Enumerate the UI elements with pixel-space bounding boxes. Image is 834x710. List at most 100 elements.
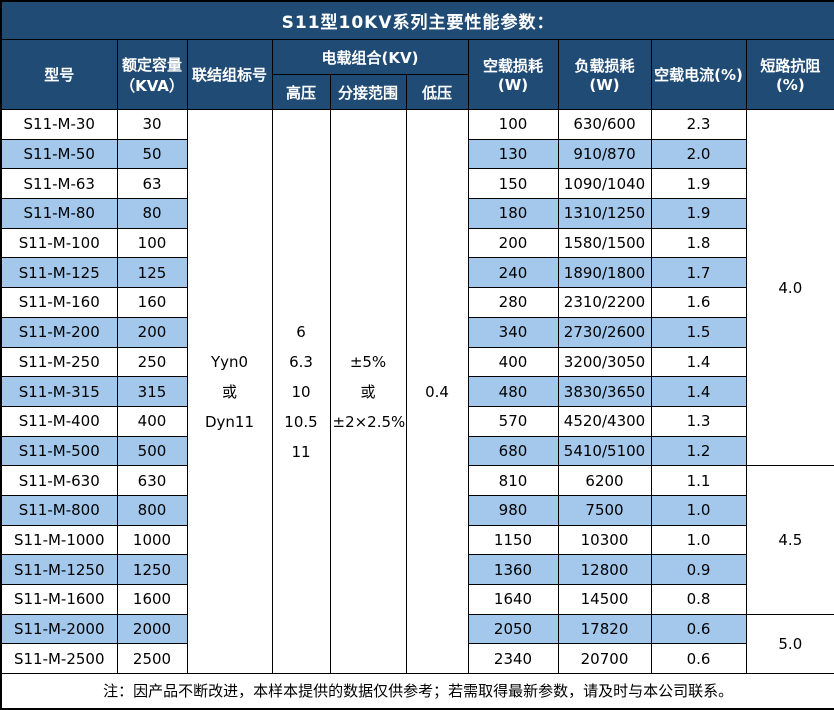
load-loss-cell: 1890/1800 — [557, 257, 652, 289]
model-cell: S11-M-200 — [0, 316, 118, 348]
model-cell: S11-M-1250 — [0, 554, 118, 585]
no-load-current-cell: 1.1 — [650, 465, 747, 496]
model-cell: S11-M-800 — [0, 494, 118, 526]
col-header-connection: 联结组标号 — [186, 39, 273, 110]
model-cell: S11-M-250 — [0, 346, 118, 378]
model-cell: S11-M-160 — [0, 287, 118, 318]
load-loss-cell: 6200 — [557, 465, 652, 496]
load-loss-cell: 7500 — [557, 494, 652, 526]
no-load-loss-cell: 130 — [467, 138, 559, 170]
model-cell: S11-M-2000 — [0, 613, 118, 645]
no-load-loss-cell: 1150 — [467, 524, 559, 556]
no-load-current-cell: 1.7 — [650, 257, 747, 289]
load-loss-cell: 1580/1500 — [557, 227, 652, 259]
capacity-cell: 315 — [116, 376, 188, 407]
no-load-loss-cell: 1360 — [467, 554, 559, 585]
model-cell: S11-M-125 — [0, 257, 118, 289]
no-load-loss-cell: 1640 — [467, 584, 559, 615]
no-load-current-cell: 0.8 — [650, 584, 747, 615]
col-header-high-voltage: 高压 — [271, 74, 331, 110]
capacity-cell: 1250 — [116, 554, 188, 585]
model-cell: S11-M-630 — [0, 465, 118, 496]
no-load-current-cell: 1.8 — [650, 227, 747, 259]
col-header-model: 型号 — [0, 39, 118, 110]
col-header-load-loss: 负载损耗(W) — [557, 39, 652, 110]
no-load-current-cell: 0.6 — [650, 613, 747, 645]
load-loss-cell: 10300 — [557, 524, 652, 556]
col-header-impedance: 短路抗阻(%) — [745, 39, 834, 110]
capacity-cell: 200 — [116, 316, 188, 348]
table-row: S11-M-500 500 680 5410/5100 1.2 — [0, 435, 834, 467]
no-load-loss-cell: 810 — [467, 465, 559, 496]
capacity-cell: 100 — [116, 227, 188, 259]
tap-range-cell: ±5% 或 ±2×2.5% — [329, 108, 407, 675]
capacity-cell: 2500 — [116, 643, 188, 675]
table-title: S11型10KV系列主要性能参数： — [0, 0, 834, 40]
no-load-current-cell: 0.9 — [650, 554, 747, 585]
table-row: S11-M-400 400 570 4520/4300 1.3 — [0, 405, 834, 437]
load-loss-cell: 910/870 — [557, 138, 652, 170]
no-load-current-cell: 0.6 — [650, 643, 747, 675]
no-load-current-cell: 1.2 — [650, 435, 747, 467]
col-header-no-load-loss: 空载损耗(W) — [467, 39, 559, 110]
impedance-cell: 4.0 — [745, 108, 834, 467]
no-load-loss-cell: 280 — [467, 287, 559, 318]
col-header-voltage-group: 电载组合(KV) — [271, 39, 469, 75]
no-load-current-cell: 1.3 — [650, 405, 747, 437]
table-row: S11-M-1600 1600 1640 14500 0.8 — [0, 584, 834, 615]
no-load-loss-cell: 180 — [467, 198, 559, 229]
capacity-cell: 160 — [116, 287, 188, 318]
capacity-cell: 1000 — [116, 524, 188, 556]
connection-cell: Yyn0 或 Dyn11 — [186, 108, 273, 675]
model-cell: S11-M-1600 — [0, 584, 118, 615]
table-row: S11-M-315 315 480 3830/3650 1.4 — [0, 376, 834, 407]
table-row: S11-M-800 800 980 7500 1.0 — [0, 494, 834, 526]
load-loss-cell: 2310/2200 — [557, 287, 652, 318]
model-cell: S11-M-100 — [0, 227, 118, 259]
no-load-current-cell: 2.3 — [650, 109, 747, 140]
no-load-loss-cell: 150 — [467, 168, 559, 200]
capacity-cell: 2000 — [116, 613, 188, 645]
table-row: S11-M-80 80 180 1310/1250 1.9 — [0, 198, 834, 229]
table-body: S11-M-30 30 Yyn0 或 Dyn11 6 6.3 10 10.5 11 ±5… — [0, 108, 834, 675]
no-load-loss-cell: 200 — [467, 227, 559, 259]
capacity-cell: 250 — [116, 346, 188, 378]
col-header-capacity: 额定容量 （KVA） — [116, 39, 188, 110]
low-voltage-cell: 0.4 — [405, 108, 469, 675]
no-load-loss-cell: 2050 — [467, 613, 559, 645]
high-voltage-cell: 6 6.3 10 10.5 11 — [271, 108, 331, 675]
load-loss-cell: 17820 — [557, 613, 652, 645]
load-loss-cell: 12800 — [557, 554, 652, 585]
capacity-cell: 800 — [116, 494, 188, 526]
no-load-current-cell: 2.0 — [650, 138, 747, 170]
table-row: S11-M-200 200 340 2730/2600 1.5 — [0, 316, 834, 348]
table-row: S11-M-160 160 280 2310/2200 1.6 — [0, 287, 834, 318]
no-load-loss-cell: 980 — [467, 494, 559, 526]
model-cell: S11-M-30 — [0, 109, 118, 140]
no-load-loss-cell: 570 — [467, 405, 559, 437]
load-loss-cell: 630/600 — [557, 109, 652, 140]
load-loss-cell: 3200/3050 — [557, 346, 652, 378]
col-header-tap-range: 分接范围 — [329, 74, 407, 110]
footnote: 注：因产品不断改进，本样本提供的数据仅供参考；若需取得最新参数，请及时与本公司联… — [0, 673, 834, 710]
impedance-cell: 5.0 — [745, 613, 834, 675]
no-load-loss-cell: 100 — [467, 109, 559, 140]
table-row: S11-M-125 125 240 1890/1800 1.7 — [0, 257, 834, 289]
table-row: S11-M-50 50 130 910/870 2.0 — [0, 138, 834, 170]
capacity-cell: 30 — [116, 109, 188, 140]
title-row: S11型10KV系列主要性能参数： — [0, 0, 834, 40]
load-loss-cell: 4520/4300 — [557, 405, 652, 437]
no-load-current-cell: 1.0 — [650, 494, 747, 526]
load-loss-cell: 1090/1040 — [557, 168, 652, 200]
model-cell: S11-M-315 — [0, 376, 118, 407]
no-load-loss-cell: 400 — [467, 346, 559, 378]
table-row: S11-M-1250 1250 1360 12800 0.9 — [0, 554, 834, 585]
table-row: S11-M-630 630 810 6200 1.1 4.5 — [0, 465, 834, 615]
no-load-current-cell: 1.0 — [650, 524, 747, 556]
no-load-current-cell: 1.4 — [650, 376, 747, 407]
model-cell: S11-M-63 — [0, 168, 118, 200]
table-row: S11-M-1000 1000 1150 10300 1.0 — [0, 524, 834, 556]
no-load-current-cell: 1.4 — [650, 346, 747, 378]
capacity-cell: 400 — [116, 405, 188, 437]
